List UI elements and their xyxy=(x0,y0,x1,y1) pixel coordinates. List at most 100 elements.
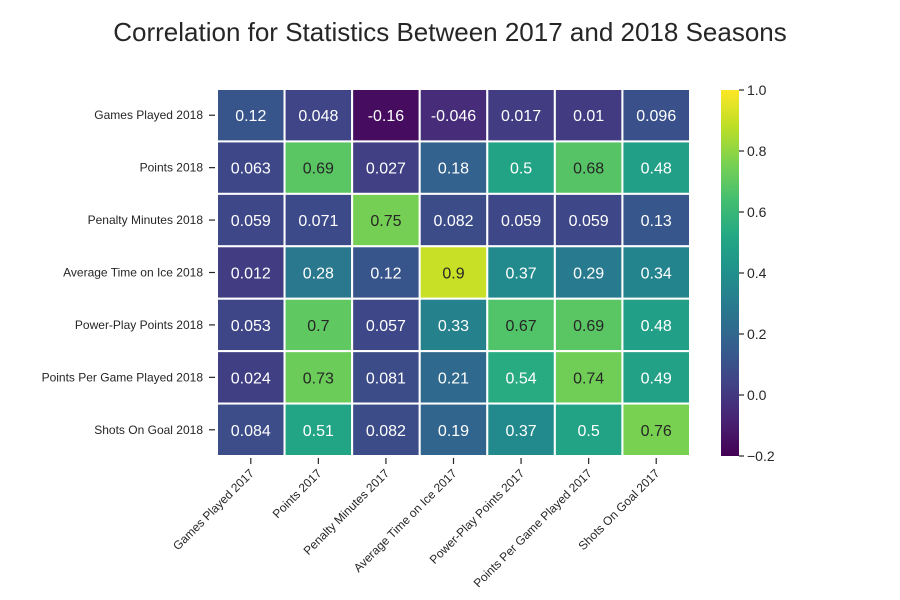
heatmap-cell xyxy=(621,350,692,405)
cell-value-label: 0.54 xyxy=(506,370,537,387)
heatmap-cell xyxy=(486,192,556,248)
cell-value-label: -0.046 xyxy=(431,108,476,125)
cell-value-label: 0.024 xyxy=(231,370,271,387)
cell-value-label: 0.081 xyxy=(366,370,406,387)
row-axis-labels: Games Played 2018 Points 2018 Penalty Minu… xyxy=(42,108,215,437)
heatmap-cell xyxy=(486,245,556,300)
cell-value-label: 0.33 xyxy=(438,318,469,335)
cell-value-label: 0.096 xyxy=(636,108,676,125)
cell-value-label: 0.37 xyxy=(506,266,537,283)
column-label: Points Per Game Played 2017 xyxy=(471,466,595,590)
heatmap-cell xyxy=(553,140,624,195)
heatmap-cell xyxy=(351,245,421,300)
cell-value-label: 0.082 xyxy=(366,423,406,440)
cell-value-label: 0.48 xyxy=(641,161,672,178)
row-label: Power-Play Points 2018 xyxy=(75,318,203,332)
cell-value-label: 0.34 xyxy=(641,266,672,283)
cell-value-label: 0.19 xyxy=(438,423,469,440)
heatmap-cell xyxy=(216,402,286,458)
heatmap-cell xyxy=(351,88,421,143)
heatmap-cells: 0.12 0.048 -0.16 -0.046 0.017 0.01 0.096 0.063 0… xyxy=(216,88,692,458)
row-label: Shots On Goal 2018 xyxy=(94,423,203,437)
cell-value-label: 0.9 xyxy=(442,266,464,283)
heatmap-cell xyxy=(621,402,692,458)
heatmap-cell xyxy=(418,245,489,300)
cell-value-label: 0.063 xyxy=(231,161,271,178)
row-label: Points 2018 xyxy=(140,161,204,175)
column-label: Points 2017 xyxy=(270,466,325,521)
colorbar-tick-label: 0.0 xyxy=(747,387,767,403)
cell-value-label: 0.01 xyxy=(573,108,604,125)
cell-value-label: 0.059 xyxy=(569,213,609,230)
colorbar-tick-label: 0.4 xyxy=(747,265,767,281)
heatmap-cell xyxy=(283,192,354,248)
colorbar-tick-label: 1.0 xyxy=(747,82,767,98)
cell-value-label: 0.18 xyxy=(438,161,469,178)
cell-value-label: 0.048 xyxy=(298,108,338,125)
heatmap-cell xyxy=(283,297,354,353)
cell-value-label: 0.071 xyxy=(298,213,338,230)
colorbar-gradient xyxy=(721,90,739,456)
heatmap-cell xyxy=(418,350,489,405)
heatmap-cell xyxy=(216,88,286,143)
cell-value-label: 0.29 xyxy=(573,266,604,283)
cell-value-label: 0.5 xyxy=(510,161,532,178)
row-label: Points Per Game Played 2018 xyxy=(42,370,204,384)
cell-value-label: 0.059 xyxy=(501,213,541,230)
row-label: Penalty Minutes 2018 xyxy=(88,213,204,227)
cell-value-label: 0.5 xyxy=(578,423,600,440)
heatmap-cell xyxy=(621,88,692,143)
cell-value-label: 0.37 xyxy=(506,423,537,440)
colorbar-tick-label: 0.2 xyxy=(747,326,767,342)
chart-title: Correlation for Statistics Between 2017 … xyxy=(113,17,787,47)
cell-value-label: 0.51 xyxy=(303,423,334,440)
colorbar-tick-label: 0.6 xyxy=(747,204,767,220)
cell-value-label: 0.059 xyxy=(231,213,271,230)
heatmap-cell xyxy=(418,402,489,458)
cell-value-label: 0.28 xyxy=(303,266,334,283)
colorbar-tick-label: 0.8 xyxy=(747,143,767,159)
heatmap-cell xyxy=(351,402,421,458)
heatmap-cell xyxy=(216,192,286,248)
heatmap-cell xyxy=(621,140,692,195)
heatmap-cell xyxy=(553,402,624,458)
heatmap-cell xyxy=(621,192,692,248)
colorbar-tick-label: −0.2 xyxy=(747,448,775,464)
cell-value-label: 0.12 xyxy=(370,266,401,283)
heatmap-cell xyxy=(283,140,354,195)
row-label: Average Time on Ice 2018 xyxy=(63,266,203,280)
cell-value-label: 0.74 xyxy=(573,370,604,387)
heatmap-cell xyxy=(283,402,354,458)
cell-value-label: 0.76 xyxy=(641,423,672,440)
cell-value-label: 0.67 xyxy=(506,318,537,335)
cell-value-label: 0.12 xyxy=(235,108,266,125)
cell-value-label: 0.68 xyxy=(573,161,604,178)
cell-value-label: 0.053 xyxy=(231,318,271,335)
heatmap-cell xyxy=(283,88,354,143)
heatmap-cell xyxy=(553,350,624,405)
cell-value-label: -0.16 xyxy=(368,108,405,125)
cell-value-label: 0.73 xyxy=(303,370,334,387)
cell-value-label: 0.7 xyxy=(307,318,329,335)
heatmap-cell xyxy=(216,140,286,195)
cell-value-label: 0.13 xyxy=(641,213,672,230)
cell-value-label: 0.75 xyxy=(370,213,401,230)
heatmap-cell xyxy=(283,245,354,300)
cell-value-label: 0.057 xyxy=(366,318,406,335)
row-label: Games Played 2018 xyxy=(94,108,203,122)
column-label: Games Played 2017 xyxy=(170,466,257,553)
heatmap-cell xyxy=(418,192,489,248)
cell-value-label: 0.48 xyxy=(641,318,672,335)
cell-value-label: 0.017 xyxy=(501,108,541,125)
cell-value-label: 0.027 xyxy=(366,161,406,178)
cell-value-label: 0.49 xyxy=(641,370,672,387)
heatmap-cell xyxy=(621,245,692,300)
heatmap-cell xyxy=(351,192,421,248)
cell-value-label: 0.69 xyxy=(303,161,334,178)
cell-value-label: 0.21 xyxy=(438,370,469,387)
heatmap-cell xyxy=(351,140,421,195)
cell-value-label: 0.084 xyxy=(231,423,271,440)
cell-value-label: 0.69 xyxy=(573,318,604,335)
